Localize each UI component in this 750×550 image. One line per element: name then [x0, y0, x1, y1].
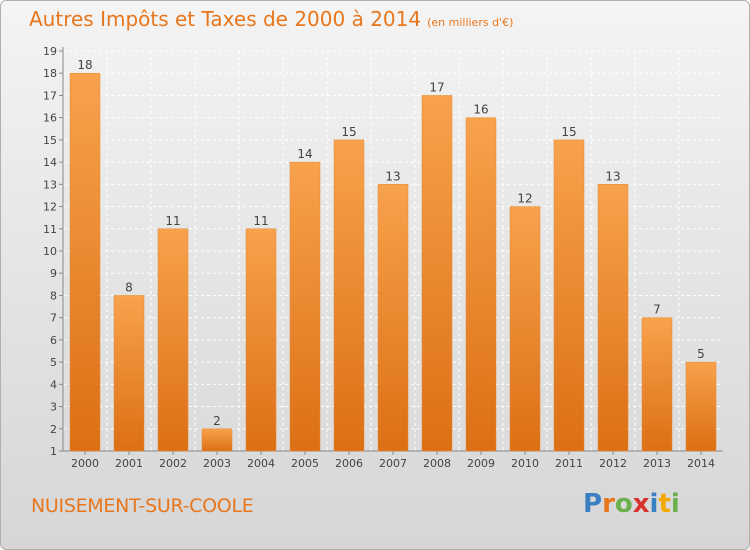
x-tick-label: 2011: [555, 457, 583, 470]
data-label: 11: [253, 214, 268, 228]
bar: [597, 184, 629, 452]
x-tick-label: 2007: [379, 457, 407, 470]
y-tick-label: 2: [50, 423, 57, 436]
data-label: 14: [297, 147, 312, 161]
x-tick-labels: 2000 2001 2002 2003 2004 2005 2006 2007 2008 2009…: [71, 457, 715, 470]
logo-letter: i: [649, 489, 659, 519]
x-tick-label: 2008: [423, 457, 451, 470]
bar: [685, 361, 717, 452]
x-tick-label: 2002: [159, 457, 187, 470]
x-tick-label: 2013: [643, 457, 671, 470]
bar: [69, 72, 101, 452]
x-tick-label: 2000: [71, 457, 99, 470]
bar: [641, 317, 673, 452]
y-tick-label: 8: [50, 289, 57, 302]
data-label: 11: [165, 214, 180, 228]
y-tick-label: 13: [43, 178, 57, 191]
y-tick-label: 11: [43, 223, 57, 236]
y-tick-label: 10: [43, 245, 57, 258]
bar: [465, 117, 497, 452]
y-tick-label: 5: [50, 356, 57, 369]
x-tick-label: 2009: [467, 457, 495, 470]
y-tick-label: 19: [43, 45, 57, 58]
bar: [421, 95, 453, 452]
bar: [377, 184, 409, 452]
y-tick-label: 17: [43, 89, 57, 102]
proxiti-logo: Proxiti: [583, 489, 680, 519]
y-tick-label: 6: [50, 334, 57, 347]
logo-letter: x: [632, 489, 650, 519]
data-label: 2: [213, 414, 221, 428]
data-label: 13: [385, 169, 400, 183]
x-tick-label: 2004: [247, 457, 275, 470]
data-label: 17: [429, 80, 444, 94]
y-tick-label: 12: [43, 201, 57, 214]
title-text: Autres Impôts et Taxes de 2000 à 2014: [29, 7, 422, 31]
y-tick-label: 3: [50, 401, 57, 414]
bar: [201, 428, 233, 452]
data-label: 5: [697, 347, 705, 361]
logo-letter: P: [583, 489, 603, 519]
y-tick-label: 4: [50, 378, 57, 391]
title-unit: (en milliers d'€): [427, 16, 514, 29]
data-label: 8: [125, 280, 133, 294]
data-label: 18: [77, 58, 92, 72]
bar: [245, 228, 277, 452]
bar: [509, 206, 541, 452]
logo-letter: o: [614, 489, 633, 519]
y-tick-label: 15: [43, 134, 57, 147]
y-tick-label: 1: [50, 445, 57, 458]
bar: [157, 228, 189, 452]
x-tick-label: 2003: [203, 457, 231, 470]
y-tick-label: 16: [43, 112, 57, 125]
data-label: 7: [653, 303, 661, 317]
logo-letter: t: [658, 489, 671, 519]
y-tick-label: 14: [43, 156, 57, 169]
data-label: 13: [605, 169, 620, 183]
data-label: 12: [517, 192, 532, 206]
bar: [553, 139, 585, 452]
y-tick-label: 18: [43, 67, 57, 80]
data-label: 15: [341, 125, 356, 139]
data-label: 16: [473, 103, 488, 117]
bars: [69, 72, 717, 452]
commune-name: NUISEMENT-SUR-COOLE: [31, 495, 254, 517]
x-tick-label: 2010: [511, 457, 539, 470]
bar: [333, 139, 365, 452]
data-label: 15: [561, 125, 576, 139]
y-tick-label: 7: [50, 312, 57, 325]
x-tick-label: 2005: [291, 457, 319, 470]
chart-title: Autres Impôts et Taxes de 2000 à 2014 (en…: [29, 7, 513, 31]
x-tick-label: 2012: [599, 457, 627, 470]
logo-letter: r: [602, 489, 615, 519]
data-labels: 18 8 11 2 11 14 15 13 17 16 12 15 13 7 5: [77, 58, 704, 428]
bar: [113, 295, 145, 452]
bar: [289, 161, 321, 452]
y-tick-label: 9: [50, 267, 57, 280]
logo-letter: i: [670, 489, 680, 519]
x-tick-label: 2006: [335, 457, 363, 470]
x-tick-label: 2014: [687, 457, 715, 470]
x-tick-label: 2001: [115, 457, 143, 470]
